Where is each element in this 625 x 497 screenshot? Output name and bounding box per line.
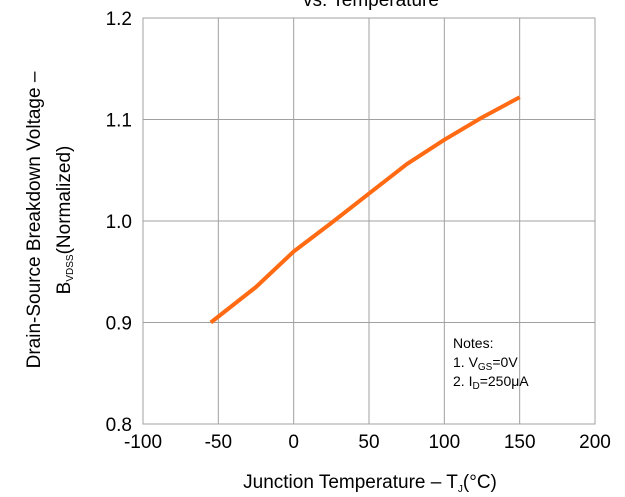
x-tick-label: -50 <box>205 432 232 453</box>
x-tick-label: 150 <box>504 432 536 453</box>
y-tick-label: 1.0 <box>106 212 132 233</box>
notes-line-1: 1. VGS=0V <box>453 354 518 373</box>
x-axis-ticks: -100 -50 0 50 100 150 200 <box>124 432 611 453</box>
x-axis-label: Junction Temperature – TJ(°C) <box>243 472 497 495</box>
x-tick-label: 100 <box>428 432 460 453</box>
grid-lines <box>143 18 595 424</box>
x-tick-label: 50 <box>358 432 379 453</box>
y-axis-label-line-2: BVDSS(Normalized) <box>54 146 76 295</box>
series-line <box>209 95 521 325</box>
y-axis-label-line-1: Drain-Source Breakdown Voltage – <box>24 71 45 368</box>
notes-line-2: 2. ID=250μA <box>453 373 529 392</box>
x-tick-label: -100 <box>124 432 162 453</box>
x-tick-label: 0 <box>288 432 299 453</box>
y-tick-label: 0.8 <box>106 415 132 436</box>
notes: Notes: 1. VGS=0V 2. ID=250μA <box>453 335 529 392</box>
y-tick-label: 1.1 <box>106 111 132 132</box>
chart-title: vs. Temperature <box>303 0 439 11</box>
y-tick-label: 1.2 <box>106 9 132 30</box>
y-axis-ticks: 0.8 0.9 1.0 1.1 1.2 <box>106 9 132 436</box>
series-layer <box>209 95 521 325</box>
y-tick-label: 0.9 <box>106 314 132 335</box>
notes-heading: Notes: <box>453 335 493 351</box>
x-tick-label: 200 <box>579 432 611 453</box>
